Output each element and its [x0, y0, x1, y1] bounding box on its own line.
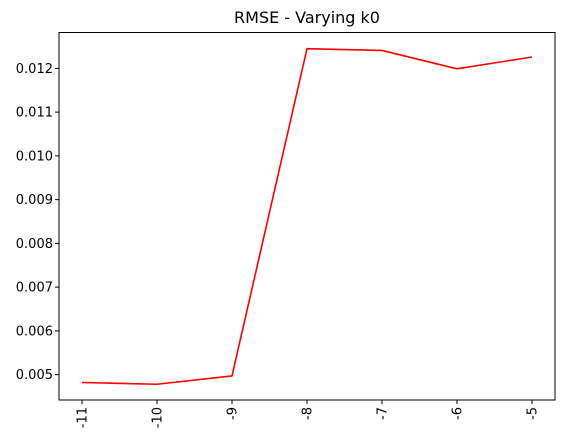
x-tick-label: -6: [451, 407, 466, 420]
series-line: [81, 47, 533, 386]
x-tick-label: -11: [76, 407, 91, 428]
x-tick-label: -8: [301, 407, 316, 420]
y-tick-label: 0.009: [16, 193, 53, 208]
y-tick-label: 0.006: [16, 324, 53, 339]
y-tick-label: 0.011: [16, 106, 53, 121]
x-tick-label: -7: [376, 407, 391, 420]
chart-title: RMSE - Varying k0: [234, 8, 380, 27]
x-tick-label: -10: [151, 407, 166, 428]
x-tick-label: -9: [226, 407, 241, 420]
x-axis: -11 -10 -9 -8 -7 -6 -5: [76, 400, 541, 428]
y-tick-label: 0.012: [16, 62, 53, 77]
y-axis: 0.005 0.006 0.007 0.008 0.009 0.010 0.011 0.012: [16, 62, 59, 383]
y-tick-label: 0.007: [16, 281, 53, 296]
series-layer: [81, 47, 533, 386]
y-tick-label: 0.010: [16, 149, 53, 164]
plot-frame: [58, 32, 556, 401]
y-tick-label: 0.008: [16, 237, 53, 252]
y-tick-label: 0.005: [16, 368, 53, 383]
x-tick-label: -5: [526, 407, 541, 420]
